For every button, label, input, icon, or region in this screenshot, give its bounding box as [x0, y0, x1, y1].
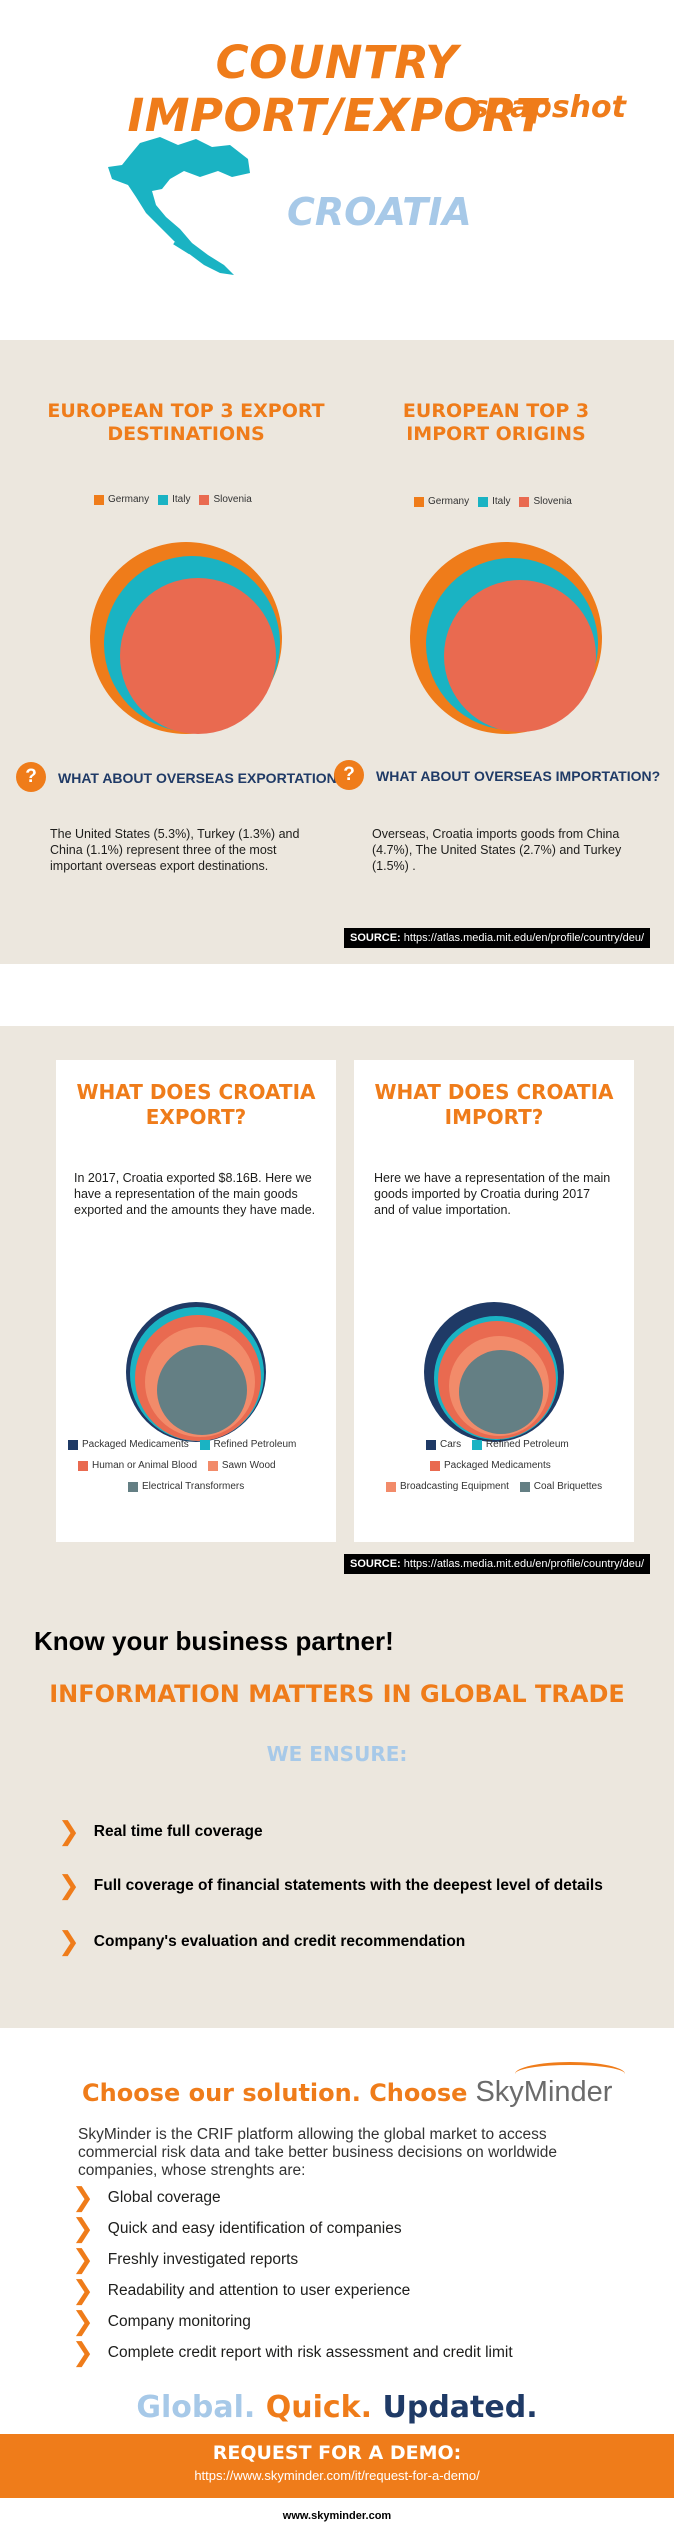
source-link[interactable]: https://atlas.media.mit.edu/en/profile/c…	[403, 1558, 645, 1570]
legend-italy: Italy	[492, 496, 511, 507]
feature-item: ❯ Complete credit report with risk assess…	[72, 2337, 513, 2368]
ensure-item: ❯ Full coverage of financial statements …	[58, 1871, 603, 1901]
legend-packaged-medicaments: Packaged Medicaments	[444, 1460, 551, 1471]
legend-refined-petroleum: Refined Petroleum	[485, 1439, 569, 1450]
country-name: CROATIA	[287, 190, 472, 234]
ensure-item: ❯ Real time full coverage	[58, 1817, 263, 1847]
features-list: ❯ Global coverage ❯ Quick and easy identif…	[72, 2182, 513, 2368]
skyminder-logo: SkyMinder	[475, 2062, 626, 2109]
import-card-text: Here we have a representation of the mai…	[374, 1171, 611, 1217]
legend-germany: Germany	[108, 494, 150, 505]
ensure-item: ❯ Company's evaluation and credit recomm…	[58, 1927, 466, 1957]
chart-slice-slovenia	[120, 578, 276, 734]
legend-slovenia: Slovenia	[533, 496, 572, 507]
chevron-right-icon: ❯	[72, 2306, 94, 2337]
legend-packaged-medicaments: Packaged Medicaments	[82, 1439, 189, 1450]
import-legend: Germany Italy Slovenia	[414, 496, 572, 507]
overseas-export-question: WHAT ABOUT OVERSEAS EXPORTATION?	[58, 770, 346, 786]
legend-human-or-animal-blood: Human or Animal Blood	[92, 1460, 198, 1471]
tagline: Global. Quick. Updated.	[136, 2390, 538, 2425]
chevron-right-icon: ❯	[72, 2275, 94, 2306]
request-demo-title: REQUEST FOR A DEMO:	[212, 2442, 462, 2464]
legend-coal-briquettes: Coal Briquettes	[533, 1481, 603, 1492]
legend-broadcasting-equipment: Broadcasting Equipment	[400, 1481, 509, 1492]
overseas-import-text: Overseas, Croatia imports goods from Chi…	[372, 827, 622, 873]
source-citation: SOURCE: https://atlas.media.mit.edu/en/p…	[344, 928, 651, 948]
legend-slovenia: Slovenia	[213, 494, 252, 505]
overseas-import-question: WHAT ABOUT OVERSEAS IMPORTATION?	[376, 768, 661, 784]
croatia-map-icon	[108, 137, 250, 275]
legend-sawn-wood: Sawn Wood	[221, 1460, 276, 1471]
chart-slice-electrical-transformers	[157, 1345, 247, 1435]
request-demo-banner[interactable]: REQUEST FOR A DEMO: https://www.skyminde…	[0, 2434, 674, 2498]
feature-item: ❯ Global coverage	[72, 2182, 221, 2213]
export-legend: Germany Italy Slovenia	[94, 494, 252, 505]
export-destinations-chart	[90, 542, 282, 734]
know-partner-heading: Know your business partner!	[34, 1626, 394, 1656]
export-destinations-title: EUROPEAN TOP 3 EXPORT DESTINATIONS	[47, 400, 325, 445]
overseas-export-text: The United States (5.3%), Turkey (1.3%) …	[50, 827, 300, 873]
question-icon: ?	[334, 760, 364, 790]
chevron-right-icon: ❯	[72, 2337, 94, 2368]
chart-slice-coal-briquettes	[459, 1350, 543, 1434]
page-title: COUNTRY IMPORT/EXPORT	[127, 36, 547, 142]
feature-item: ❯ Company monitoring	[72, 2306, 251, 2337]
import-card-title: WHAT DOES CROATIA IMPORT?	[374, 1080, 614, 1129]
chart-slice-slovenia	[444, 580, 596, 732]
import-origins-chart	[410, 542, 602, 734]
import-goods-chart	[424, 1302, 564, 1442]
chevron-right-icon: ❯	[72, 2213, 94, 2244]
export-goods-chart	[126, 1302, 266, 1442]
import-card: WHAT DOES CROATIA IMPORT? Here we have a…	[354, 1060, 634, 1542]
export-card: WHAT DOES CROATIA EXPORT? In 2017, Croat…	[56, 1060, 336, 1542]
feature-item: ❯ Quick and easy identification of compan…	[72, 2213, 402, 2244]
import-goods-legend: Cars Refined Petroleum Packaged Medicame…	[386, 1436, 626, 1499]
skyminder-description: SkyMinder is the CRIF platform allowing …	[78, 2126, 558, 2179]
export-card-text: In 2017, Croatia exported $8.16B. Here w…	[74, 1171, 316, 1217]
choose-solution-heading: Choose our solution. Choose SkyMinder	[82, 2062, 626, 2109]
chevron-right-icon: ❯	[72, 2182, 94, 2213]
ensure-section	[0, 1584, 674, 2028]
feature-item: ❯ Freshly investigated reports	[72, 2244, 299, 2275]
legend-cars: Cars	[440, 1439, 462, 1450]
chevron-right-icon: ❯	[72, 2244, 94, 2275]
request-demo-link[interactable]: https://www.skyminder.com/it/request-for…	[194, 2468, 480, 2483]
information-matters-heading: INFORMATION MATTERS IN GLOBAL TRADE	[49, 1680, 625, 1708]
feature-item: ❯ Readability and attention to user exper…	[72, 2275, 411, 2306]
export-card-title: WHAT DOES CROATIA EXPORT?	[76, 1080, 316, 1129]
export-goods-legend: Packaged Medicaments Refined Petroleum H…	[68, 1436, 328, 1499]
legend-italy: Italy	[172, 494, 191, 505]
chevron-right-icon: ❯	[58, 1817, 80, 1847]
page-subtitle: snapshot	[470, 90, 626, 125]
question-icon: ?	[16, 762, 46, 792]
chevron-right-icon: ❯	[58, 1927, 80, 1957]
legend-refined-petroleum: Refined Petroleum	[213, 1439, 297, 1450]
legend-electrical-transformers: Electrical Transformers	[142, 1481, 245, 1492]
import-origins-title: EUROPEAN TOP 3 IMPORT ORIGINS	[402, 400, 590, 445]
source-citation: SOURCE: https://atlas.media.mit.edu/en/p…	[344, 1554, 651, 1574]
source-link[interactable]: https://atlas.media.mit.edu/en/profile/c…	[403, 932, 645, 944]
footer-website-link[interactable]: www.skyminder.com	[282, 2510, 392, 2522]
we-ensure-heading: WE ENSURE:	[266, 1742, 408, 1766]
chevron-right-icon: ❯	[58, 1871, 80, 1901]
legend-germany: Germany	[428, 496, 470, 507]
